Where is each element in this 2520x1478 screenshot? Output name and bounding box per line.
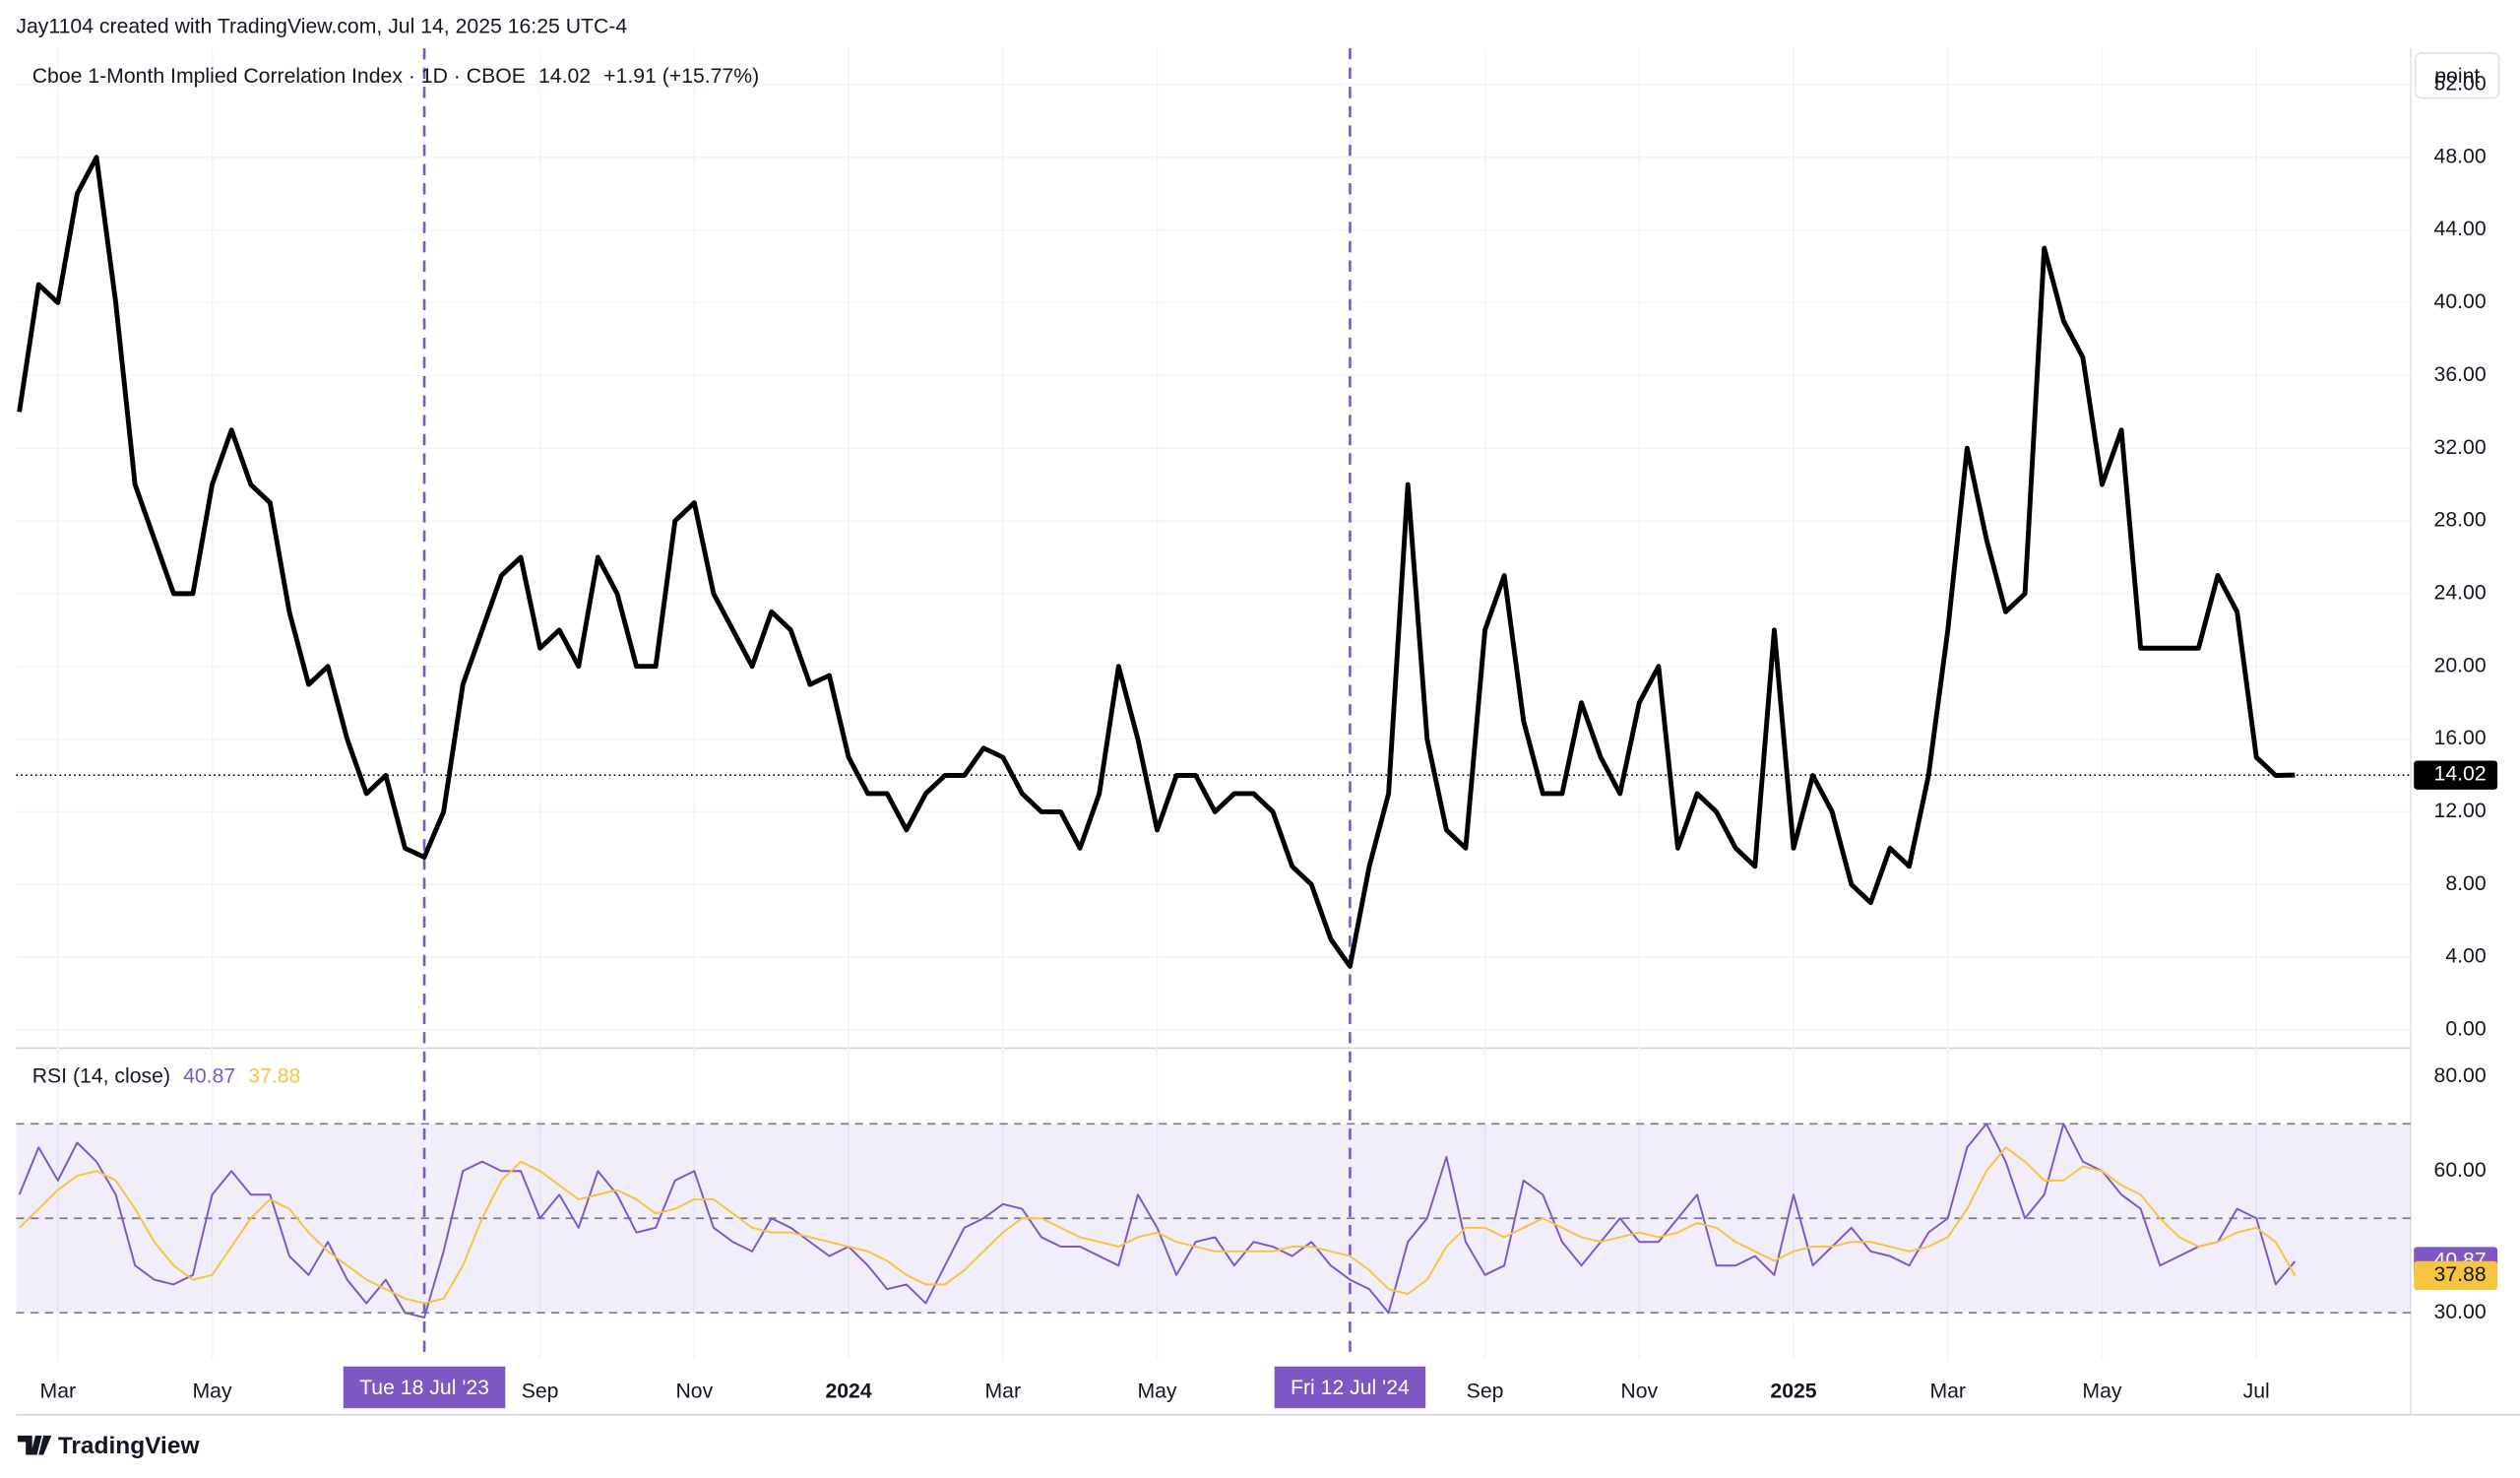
x-tick-label: May (2082, 1380, 2121, 1402)
date-marker-box (343, 1366, 506, 1409)
date-marker-box (1274, 1366, 1426, 1409)
y-tick-label: 44.00 (2434, 218, 2487, 240)
series-line (18, 1146, 2297, 1305)
x-tick-label: Mar (1929, 1380, 1966, 1402)
y-tick-label: 0.00 (2445, 1018, 2486, 1041)
y-tick-label: 8.00 (2445, 872, 2486, 895)
rsi-band (16, 1124, 2411, 1314)
rsi-legend-value: 37.88 (248, 1064, 300, 1087)
rsi-value-label: 37.88 (2434, 1263, 2487, 1286)
y-tick-label: 20.00 (2434, 654, 2487, 676)
x-tick-label: Mar (40, 1380, 77, 1402)
date-marker-label: Fri 12 Jul '24 (1291, 1377, 1410, 1399)
y-tick-label: 36.00 (2434, 363, 2487, 386)
rsi-tick-label: 80.00 (2434, 1064, 2487, 1087)
rsi-value-badge (2414, 1260, 2498, 1291)
y-tick-label: 52.00 (2434, 73, 2487, 96)
date-marker-label: Tue 18 Jul '23 (359, 1377, 489, 1399)
y-tick-label: 40.00 (2434, 290, 2487, 313)
legend-change: +1.91 (+15.77%) (603, 65, 759, 88)
x-tick-label: 2025 (1770, 1380, 1816, 1402)
last-price-badge (2414, 760, 2498, 790)
legend-last-value: 14.02 (538, 65, 591, 88)
y-tick-label: 32.00 (2434, 436, 2487, 459)
x-tick-label: May (193, 1380, 232, 1402)
brand: TradingView (58, 1433, 201, 1459)
rsi-tick-label: 60.00 (2434, 1159, 2487, 1182)
y-tick-label: 24.00 (2434, 581, 2487, 604)
tv-logo (18, 1435, 52, 1455)
unit-label: point (2434, 65, 2480, 88)
unit-box[interactable] (2415, 52, 2500, 99)
y-tick-label: 16.00 (2434, 727, 2487, 749)
credit: Jay1104 created with TradingView.com, Ju… (16, 15, 627, 37)
x-tick-label: Sep (1467, 1380, 1504, 1402)
series-line (17, 155, 2296, 969)
y-tick-label: 12.00 (2434, 800, 2487, 822)
x-tick-label: 2024 (825, 1380, 871, 1402)
rsi-legend-value: 40.87 (183, 1064, 235, 1087)
y-tick-label: 28.00 (2434, 509, 2487, 532)
last-price-label: 14.02 (2434, 763, 2487, 786)
x-tick-label: Jul (2243, 1380, 2270, 1402)
rsi-title: RSI (14, close) (32, 1064, 170, 1087)
rsi-tick-label: 30.00 (2434, 1301, 2487, 1323)
x-tick-label: Nov (675, 1380, 713, 1402)
series-line (18, 1123, 2297, 1318)
chart-title: Cboe 1-Month Implied Correlation Index ·… (32, 65, 526, 88)
y-tick-label: 4.00 (2445, 945, 2486, 968)
x-tick-label: Nov (1620, 1380, 1658, 1402)
y-tick-label: 48.00 (2434, 145, 2487, 167)
x-tick-label: Sep (522, 1380, 559, 1402)
x-tick-label: Mar (985, 1380, 1022, 1402)
x-tick-label: May (1137, 1380, 1176, 1402)
